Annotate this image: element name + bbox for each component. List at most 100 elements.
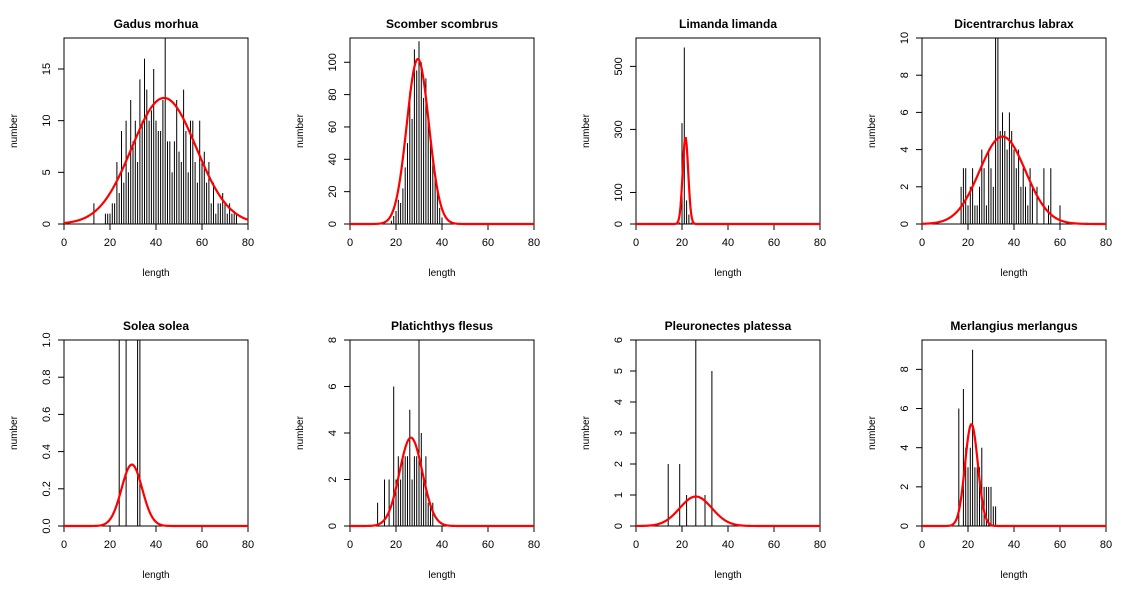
chart-panel-limanda-limanda: Limanda limanda 0 20 40 60 80 0 100 300 500 length… bbox=[581, 17, 826, 279]
x-tick-label: 0 bbox=[61, 539, 67, 551]
density-curve bbox=[350, 436, 534, 528]
x-tick-label: 80 bbox=[1100, 539, 1112, 551]
chart-panel-gadus-morhua: Gadus morhua 0 20 40 60 80 0 5 10 15 length number bbox=[9, 17, 254, 279]
chart-title: Solea solea bbox=[123, 319, 189, 333]
x-tick-label: 20 bbox=[390, 237, 402, 249]
x-tick-label: 20 bbox=[962, 539, 974, 551]
y-tick-label: 4 bbox=[899, 147, 911, 153]
y-tick-label: 4 bbox=[613, 399, 625, 405]
y-axis-label: number bbox=[867, 113, 878, 148]
x-tick-label: 40 bbox=[436, 237, 448, 249]
x-tick-label: 20 bbox=[104, 539, 116, 551]
x-axis-label: length bbox=[428, 268, 455, 279]
y-tick-label: 0 bbox=[613, 221, 625, 227]
y-tick-label: 1.0 bbox=[41, 332, 53, 347]
x-tick-label: 60 bbox=[768, 237, 780, 249]
x-tick-label: 80 bbox=[242, 539, 254, 551]
x-axis-label: length bbox=[1000, 268, 1027, 279]
y-axis-label: number bbox=[581, 415, 592, 450]
chart-title: Platichthys flesus bbox=[391, 319, 493, 333]
y-axis-label: number bbox=[9, 415, 20, 450]
x-tick-label: 40 bbox=[150, 237, 162, 249]
x-tick-label: 60 bbox=[482, 237, 494, 249]
x-tick-label: 60 bbox=[768, 539, 780, 551]
x-tick-label: 60 bbox=[196, 539, 208, 551]
plot-frame bbox=[349, 339, 535, 527]
chart-title: Limanda limanda bbox=[679, 17, 777, 31]
x-axis-label: length bbox=[428, 570, 455, 581]
x-axis-label: length bbox=[1000, 570, 1027, 581]
chart-title: Scomber scombrus bbox=[386, 17, 498, 31]
y-axis-label: number bbox=[867, 415, 878, 450]
x-tick-label: 80 bbox=[814, 237, 826, 249]
y-tick-label: 500 bbox=[613, 57, 625, 75]
y-tick-label: 2 bbox=[899, 184, 911, 190]
x-tick-label: 60 bbox=[1054, 237, 1066, 249]
y-tick-label: 6 bbox=[899, 109, 911, 115]
y-tick-label: 0 bbox=[41, 221, 53, 227]
x-tick-label: 80 bbox=[528, 237, 540, 249]
y-tick-label: 5 bbox=[41, 169, 53, 175]
y-tick-label: 5 bbox=[613, 368, 625, 374]
chart-panel-dicentrarchus-labrax: Dicentrarchus labrax 0 20 40 60 80 0 2 4 6 8 10 leng… bbox=[867, 17, 1112, 279]
y-tick-label: 100 bbox=[613, 183, 625, 201]
x-tick-label: 40 bbox=[436, 539, 448, 551]
x-tick-label: 0 bbox=[919, 539, 925, 551]
chart-title: Dicentrarchus labrax bbox=[954, 17, 1074, 31]
density-curve bbox=[350, 58, 534, 226]
chart-panel-pleuronectes-platessa: Pleuronectes platessa 0 20 40 60 80 0 1 2 3 4 5 6 len… bbox=[581, 319, 826, 581]
x-axis-label: length bbox=[714, 570, 741, 581]
y-tick-label: 3 bbox=[613, 430, 625, 436]
y-tick-label: 0.4 bbox=[41, 444, 53, 459]
x-tick-label: 0 bbox=[347, 539, 353, 551]
y-tick-label: 4 bbox=[327, 430, 339, 436]
y-tick-label: 0 bbox=[899, 523, 911, 529]
x-tick-label: 40 bbox=[722, 237, 734, 249]
plot-frame bbox=[921, 339, 1107, 527]
y-tick-label: 6 bbox=[613, 337, 625, 343]
y-tick-label: 0.2 bbox=[41, 481, 53, 496]
x-tick-label: 40 bbox=[1008, 539, 1020, 551]
y-tick-label: 0.6 bbox=[41, 407, 53, 422]
chart-title: Merlangius merlangus bbox=[950, 319, 1078, 333]
y-tick-label: 2 bbox=[899, 484, 911, 490]
chart-panel-platichthys-flesus: Platichthys flesus 0 20 40 60 80 0 2 4 6 8 length nu… bbox=[295, 319, 540, 581]
x-tick-label: 60 bbox=[196, 237, 208, 249]
plot-frame bbox=[63, 339, 249, 527]
plot-frame bbox=[349, 37, 535, 225]
x-tick-label: 20 bbox=[962, 237, 974, 249]
chart-panel-solea-solea: Solea solea 0 20 40 60 80 0.0 0.2 0.4 0.6 0.8 1.0 le… bbox=[9, 319, 254, 581]
y-tick-label: 0.8 bbox=[41, 370, 53, 385]
y-tick-label: 40 bbox=[327, 153, 339, 165]
density-curve bbox=[635, 495, 820, 528]
x-tick-label: 80 bbox=[242, 237, 254, 249]
density-curve bbox=[63, 96, 249, 225]
y-axis-label: number bbox=[295, 113, 306, 148]
y-tick-label: 2 bbox=[613, 461, 625, 467]
y-tick-label: 2 bbox=[327, 476, 339, 482]
y-tick-label: 0 bbox=[899, 221, 911, 227]
y-tick-label: 8 bbox=[899, 72, 911, 78]
x-tick-label: 80 bbox=[814, 539, 826, 551]
y-tick-label: 8 bbox=[327, 337, 339, 343]
y-tick-label: 1 bbox=[613, 492, 625, 498]
x-tick-label: 0 bbox=[61, 237, 67, 249]
y-tick-label: 300 bbox=[613, 120, 625, 138]
x-tick-label: 0 bbox=[919, 237, 925, 249]
chart-panel-scomber-scombrus: Scomber scombrus 0 20 40 60 80 0 20 40 60 80 100 len… bbox=[295, 17, 540, 279]
y-axis-label: number bbox=[9, 113, 20, 148]
y-axis-label: number bbox=[295, 415, 306, 450]
y-tick-label: 20 bbox=[327, 186, 339, 198]
x-tick-label: 40 bbox=[722, 539, 734, 551]
y-tick-label: 0 bbox=[613, 523, 625, 529]
density-curve bbox=[921, 135, 1106, 226]
x-tick-label: 80 bbox=[1100, 237, 1112, 249]
plot-frame bbox=[635, 339, 821, 527]
x-axis-label: length bbox=[714, 268, 741, 279]
x-tick-label: 40 bbox=[150, 539, 162, 551]
y-tick-label: 15 bbox=[41, 63, 53, 75]
density-curve bbox=[64, 463, 248, 528]
x-tick-label: 0 bbox=[633, 237, 639, 249]
x-tick-label: 60 bbox=[1054, 539, 1066, 551]
